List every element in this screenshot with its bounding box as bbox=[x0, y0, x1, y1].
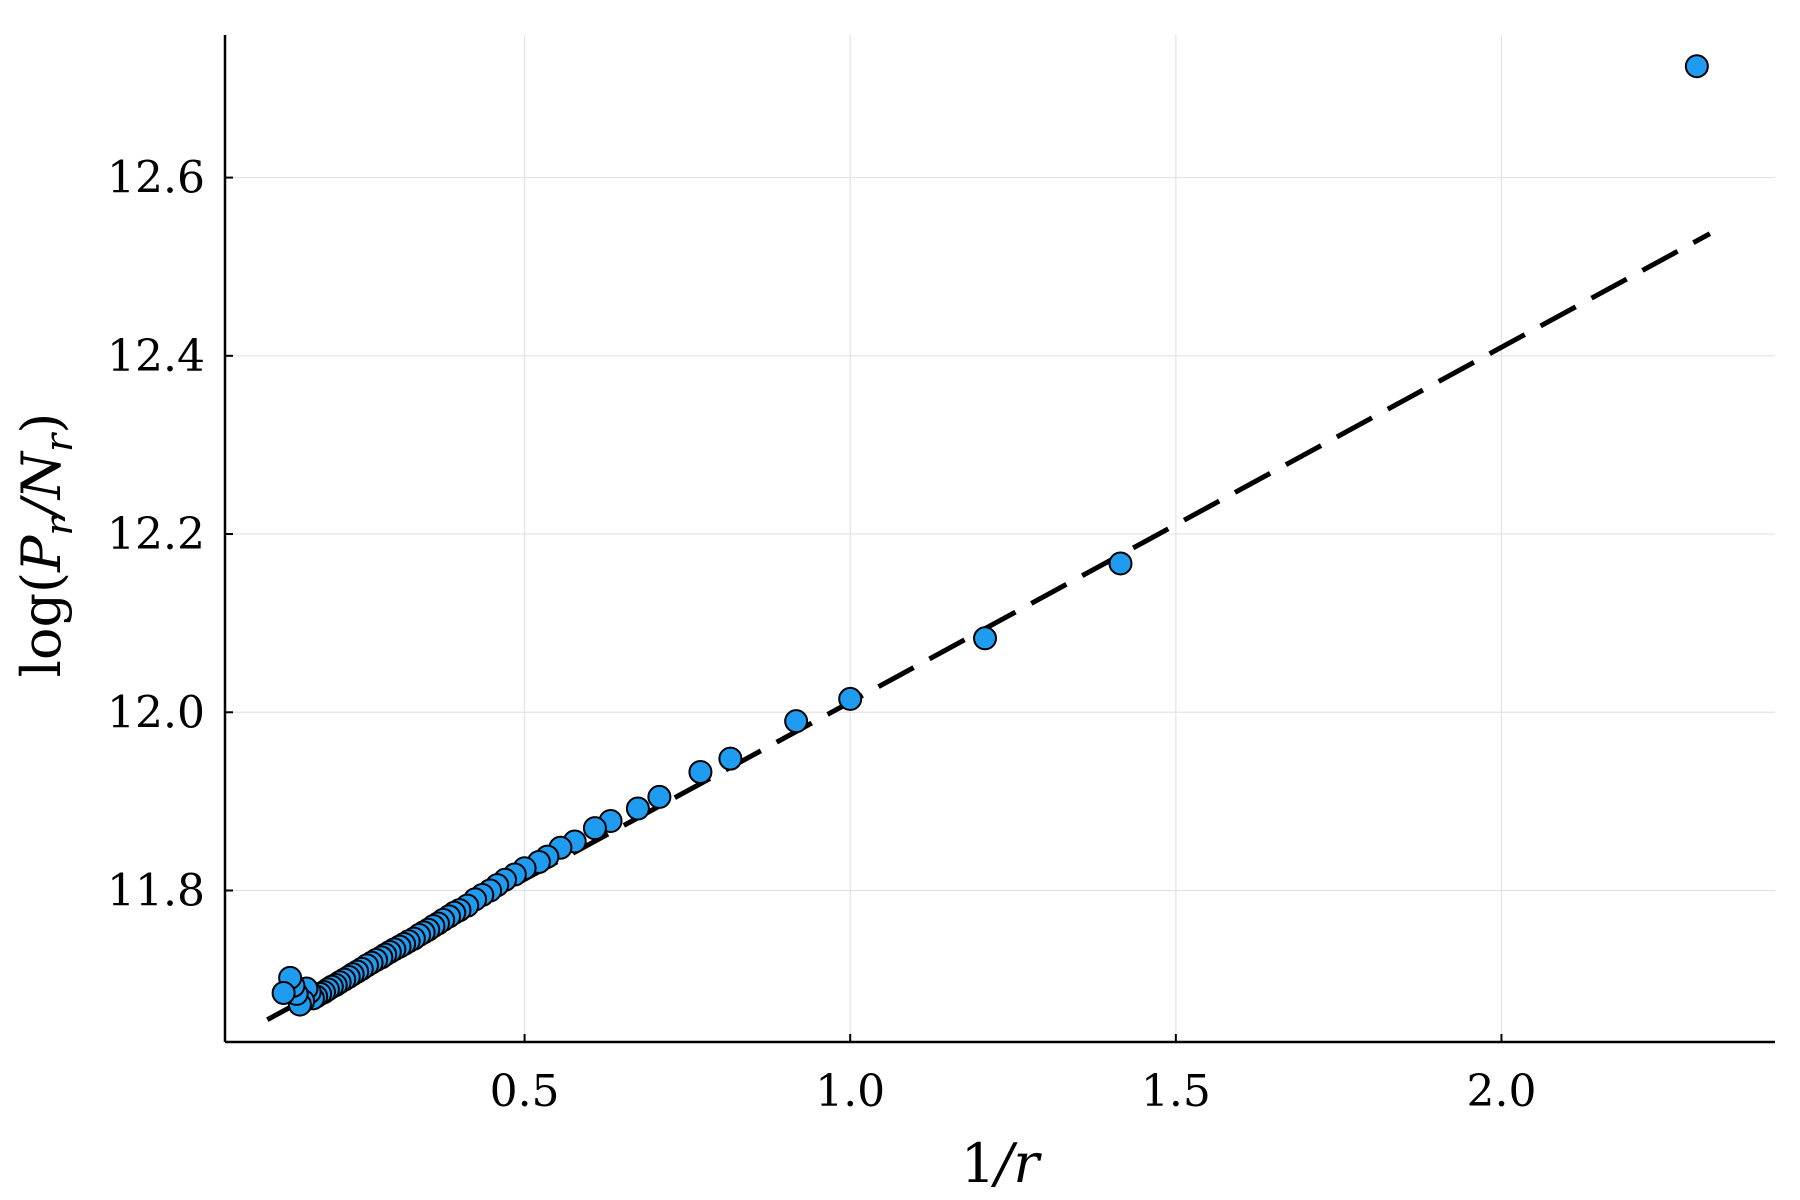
data-point bbox=[784, 709, 809, 734]
data-point bbox=[838, 686, 863, 711]
y-ticks: 11.8 12.0 12.2 12.4 12.6 bbox=[107, 153, 233, 917]
y-tick-label: 11.8 bbox=[107, 866, 205, 917]
y-axis-title: log(Pr/Nr) bbox=[10, 413, 81, 678]
y-tick-label: 12.6 bbox=[107, 153, 205, 204]
y-grid-lines bbox=[225, 176, 1775, 892]
x-tick-label: 0.5 bbox=[490, 1066, 560, 1117]
x-tick-label: 1.0 bbox=[815, 1066, 885, 1117]
x-tick-label: 2.0 bbox=[1466, 1066, 1536, 1117]
data-point bbox=[1108, 551, 1133, 576]
x-ticks: 0.5 1.0 1.5 2.0 bbox=[490, 1034, 1536, 1117]
data-point bbox=[271, 980, 296, 1005]
data-point bbox=[582, 816, 607, 841]
y-tick-label: 12.0 bbox=[107, 687, 205, 738]
data-point bbox=[625, 796, 650, 821]
data-point bbox=[688, 759, 713, 784]
fit-line bbox=[266, 231, 1712, 1022]
data-point bbox=[647, 784, 672, 809]
data-point bbox=[718, 746, 743, 771]
x-axis-title: 1/r bbox=[961, 1132, 1043, 1195]
data-point bbox=[1684, 54, 1709, 79]
data-points bbox=[271, 54, 1709, 1017]
x-tick-label: 1.5 bbox=[1141, 1066, 1211, 1117]
data-point bbox=[973, 626, 998, 651]
y-tick-label: 12.2 bbox=[107, 509, 205, 560]
y-tick-label: 12.4 bbox=[107, 331, 205, 382]
